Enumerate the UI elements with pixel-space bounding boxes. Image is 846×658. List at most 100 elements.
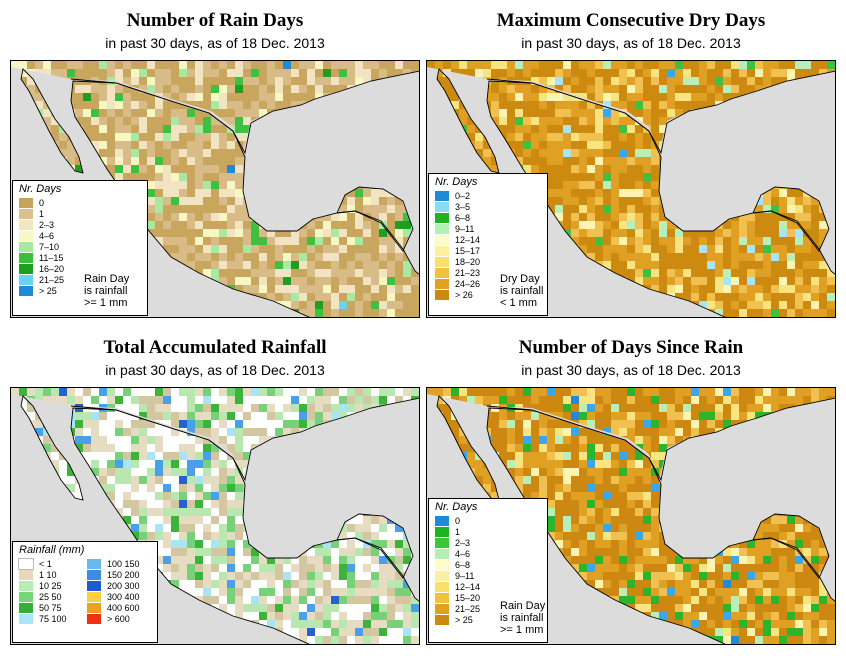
legend-label: 24–26	[455, 278, 481, 289]
legend-swatch	[19, 285, 33, 296]
legend-row: 21–23	[435, 267, 547, 278]
map-legend: Nr. Days 0 1 2–3 4–6 7–10 11–15 16–20 21–25 > 25	[12, 180, 148, 316]
legend-items: 0 1 2–3 4–6 7–10 11–15 16–20 21–25 > 25	[13, 197, 147, 296]
legend-swatch	[435, 548, 449, 559]
legend-swatch	[19, 613, 33, 624]
legend-row: 16–20	[19, 263, 147, 274]
legend-label: 150 200	[107, 569, 140, 580]
legend-row: 18–20	[435, 256, 547, 267]
legend-label: 75 100	[39, 613, 67, 624]
legend-swatch	[435, 256, 449, 267]
legend-label: > 600	[107, 613, 130, 624]
legend-row: 25 50	[19, 591, 81, 602]
panel-max-dry-days: Maximum Consecutive Dry Days in past 30 …	[426, 0, 836, 318]
legend-row: 6–8	[435, 212, 547, 223]
legend-swatch	[19, 569, 33, 580]
legend-row: 4–6	[435, 548, 547, 559]
legend-note: Rain Day is rainfall >= 1 mm	[500, 600, 545, 636]
legend-swatch	[435, 592, 449, 603]
legend-label: 50 75	[39, 602, 62, 613]
note-line: Rain Day	[500, 600, 546, 612]
note-line: is rainfall	[500, 612, 544, 624]
legend-swatch	[435, 570, 449, 581]
panel-subtitle: in past 30 days, as of 18 Dec. 2013	[521, 35, 741, 51]
legend-row: 10 25	[19, 580, 81, 591]
note-line: < 1 mm	[500, 297, 537, 309]
legend-row: 1	[435, 526, 547, 537]
legend-row: 75 100	[19, 613, 81, 624]
legend-label: 0	[39, 197, 45, 208]
legend-row: 100 150	[87, 558, 149, 569]
legend-row: 21–25	[435, 603, 547, 614]
legend-title: Nr. Days	[19, 183, 62, 195]
legend-label: 0–2	[455, 190, 471, 201]
legend-swatch	[87, 580, 101, 591]
legend-swatch	[435, 537, 449, 548]
legend-row: 21–25	[19, 274, 147, 285]
legend-items: 0–2 3–5 6–8 9–11 12–14 15–17 18–20 21–23 24–26 > …	[429, 190, 547, 300]
panel-title: Number of Days Since Rain	[518, 337, 744, 358]
legend-label: 12–14	[455, 234, 481, 245]
legend-row: 1	[19, 208, 147, 219]
legend-row: 12–14	[435, 581, 547, 592]
map-legend: Nr. Days 0–2 3–5 6–8 9–11 12–14 15–17 18–20 21–…	[428, 173, 548, 316]
legend-label: 2–3	[39, 219, 55, 230]
legend-note: Dry Day is rainfall < 1 mm	[500, 273, 543, 309]
legend-row: 400 600	[87, 602, 149, 613]
legend-row: 0	[19, 197, 147, 208]
map-max-dry-days: Nr. Days 0–2 3–5 6–8 9–11 12–14 15–17 18–20 21–…	[426, 60, 836, 318]
legend-swatch	[19, 252, 33, 263]
panel-total-rainfall: Total Accumulated Rainfall in past 30 da…	[10, 327, 420, 645]
legend-swatch	[18, 557, 34, 570]
legend-row: 9–11	[435, 570, 547, 581]
legend-swatch	[19, 208, 33, 219]
legend-row: 6–8	[435, 559, 547, 570]
legend-label: 4–6	[455, 548, 471, 559]
legend-swatch	[435, 223, 449, 234]
legend-label: 6–8	[455, 559, 471, 570]
legend-swatch	[435, 245, 449, 256]
map-legend: Nr. Days 0 1 2–3 4–6 6–8 9–11 12–14 15–20 21–25 >…	[428, 498, 548, 643]
legend-note: Rain Day is rainfall >= 1 mm	[84, 273, 129, 309]
legend-swatch	[19, 230, 33, 241]
legend-title: Nr. Days	[435, 176, 478, 188]
note-line: is rainfall	[500, 285, 544, 297]
panel-title: Maximum Consecutive Dry Days	[496, 10, 766, 31]
legend-row: 7–10	[19, 241, 147, 252]
map-rain-days: Nr. Days 0 1 2–3 4–6 7–10 11–15 16–20 21–25 > 25…	[10, 60, 420, 318]
legend-swatch	[435, 234, 449, 245]
legend-label: 4–6	[39, 230, 55, 241]
legend-row: 11–15	[19, 252, 147, 263]
legend-title: Rainfall (mm)	[19, 544, 85, 556]
legend-label: 1	[39, 208, 45, 219]
map-days-since-rain: Nr. Days 0 1 2–3 4–6 6–8 9–11 12–14 15–20 21–25 >…	[426, 387, 836, 645]
legend-swatch	[435, 603, 449, 614]
legend-row: 2–3	[435, 537, 547, 548]
note-line: >= 1 mm	[84, 297, 128, 309]
legend-swatch	[19, 241, 33, 252]
legend-label: 16–20	[39, 263, 65, 274]
panel-subtitle: in past 30 days, as of 18 Dec. 2013	[105, 362, 325, 378]
legend-label: 7–10	[39, 241, 60, 252]
legend-swatch	[19, 580, 33, 591]
legend-label: 400 600	[107, 602, 140, 613]
legend-swatch	[87, 602, 101, 613]
legend-label: > 25	[39, 285, 57, 296]
panel-rain-days: Number of Rain Days in past 30 days, as …	[10, 0, 420, 318]
legend-label: 1 10	[39, 569, 57, 580]
legend-row: 15–20	[435, 592, 547, 603]
legend-swatch	[435, 267, 449, 278]
legend-label: > 26	[455, 289, 473, 300]
legend-swatch	[87, 569, 101, 580]
legend-swatch	[435, 515, 449, 526]
legend-row: 200 300	[87, 580, 149, 591]
legend-label: 15–17	[455, 245, 481, 256]
legend-swatch	[435, 614, 449, 625]
legend-label: 11–15	[39, 252, 64, 263]
legend-swatch	[435, 201, 449, 212]
legend-swatch	[435, 559, 449, 570]
legend-swatch	[87, 613, 101, 624]
legend-swatch	[435, 212, 449, 223]
